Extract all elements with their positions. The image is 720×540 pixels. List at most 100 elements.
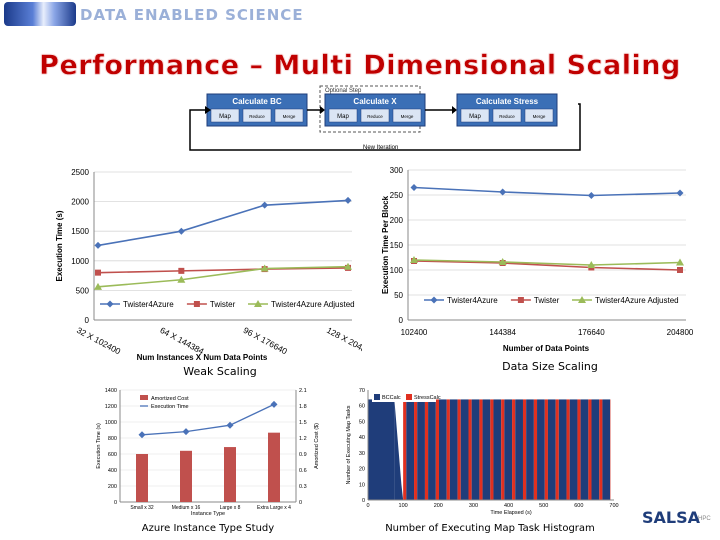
weak-scaling-chart: 0 500 1000 1500 2000 2500 32 X 102400 64 X 1443… [55,168,362,362]
legend-marker [140,395,148,400]
diagram-arrow-head [452,106,457,114]
y-tick-label: 70 [359,388,365,394]
data-point [498,258,507,265]
series-line-twister4azure [413,186,681,197]
y-tick-label: 200 [108,484,117,490]
diagram-part-box [524,108,554,123]
legend-marker [193,301,200,307]
diagram-part-box [274,108,304,123]
data-point [344,262,352,270]
y-tick-label: 100 [390,266,404,275]
diagram-part-label: Merge [283,114,296,119]
bccalc-bar [482,399,491,500]
stresscalc-bar [577,399,581,500]
y-axis-label: Number of Executing Map Tasks [346,405,352,484]
y-tick-label: 20 [359,467,365,473]
diagram-part-box [328,108,358,123]
legend-entry: Twister4Azure Adjusted [271,300,355,309]
series-line-twister4azure-adjusted [97,265,349,288]
y-tick-label: 10 [359,482,365,488]
x-tick-label: Extra Large x 4 [257,505,291,511]
data-point [410,256,418,263]
y-tick-label: 250 [390,191,404,200]
bccalc-bar [547,399,556,500]
bccalc-decay [394,399,404,500]
bccalc-bar [417,399,425,500]
diagram-block-title: Calculate X [353,97,397,106]
data-point [177,275,186,283]
stresscalc-bar [424,399,429,500]
y-tick-label: 1000 [105,420,117,426]
x-tick-label: Medium x 16 [172,505,201,511]
bccalc-bar [406,399,415,500]
legend-marker [578,296,586,303]
diagram-part-label: Reduce [499,114,515,119]
y2-tick-label: 1.2 [299,436,307,442]
y-axis-label: Execution Time Per Block [381,195,390,294]
y-tick-label: 60 [359,404,365,410]
data-point [676,189,684,197]
data-point [676,258,684,266]
x-tick-label: 400 [504,503,513,509]
stresscalc-bar [512,399,516,500]
y-tick-label: 400 [108,468,117,474]
y2-tick-label: 0.6 [299,468,307,474]
legend-entry: Twister [534,296,560,305]
data-point [260,264,269,272]
legend-marker [254,300,262,307]
legend-entry: Twister4Azure Adjusted [595,296,679,305]
bccalc-bar [438,399,447,500]
bccalc-bar [591,399,600,500]
diagram-part-box [360,108,390,123]
bccalc-bar [493,399,502,500]
y-tick-label: 150 [390,241,404,250]
data-point [410,184,418,191]
stresscalc-bar [588,399,592,500]
stresscalc-bar [566,399,570,500]
x-tick-label: 102400 [401,328,428,337]
data-size-caption: Data Size Scaling [502,360,598,373]
legend-entry: Amortized Cost [151,396,189,402]
legend-entry: Execution Time [151,404,189,410]
y-tick-label: 2000 [71,198,89,207]
x-tick-label: 200 [434,503,443,509]
y-tick-label: 600 [108,452,117,458]
legend-marker [374,394,380,400]
bccalc-bar [460,399,469,500]
diagram-part-box [210,108,240,123]
x-tick-label: Small x 32 [130,505,154,511]
logo-banner [4,2,76,26]
diagram-part-box [242,108,272,123]
y2-tick-label: 2.1 [299,388,307,394]
y-tick-label: 1200 [105,404,117,410]
stresscalc-bar [533,399,538,500]
stresscalc-bar [414,399,418,500]
series-line-twister [413,260,681,271]
bccalc-bar [428,399,436,500]
y-tick-label: 300 [390,166,404,175]
x-axis-label: Instance Type [191,511,225,517]
y-tick-label: 1400 [105,388,117,394]
x-tick-label: 204800 [667,328,694,337]
x-tick-label: 100 [399,503,408,509]
stresscalc-bar [544,399,548,500]
y-tick-label: 30 [359,451,365,457]
y-tick-label: 200 [390,216,404,225]
data-size-chart: 0 50 100 150 200 250 300 102400 144384 176640 2048… [381,166,694,353]
legend-entry: Twister [210,300,236,309]
cost-bar [136,454,148,502]
workflow-diagram: Optional Step Calculate BC Map Reduce Merge… [189,85,581,151]
data-point [677,267,683,273]
stresscalc-bar [599,399,603,500]
bccalc-bar [449,399,458,500]
diagram-part-label: Reduce [249,114,265,119]
stresscalc-bar [479,399,483,500]
data-point [261,201,269,209]
execution-time-line [141,403,275,436]
data-point [178,267,185,274]
x-axis-label: Num Instances X Num Data Points [137,353,268,362]
y-tick-label: 1000 [71,257,89,266]
data-point [270,400,278,408]
y-tick-label: 50 [359,419,365,425]
diagram-part-label: Reduce [367,114,383,119]
